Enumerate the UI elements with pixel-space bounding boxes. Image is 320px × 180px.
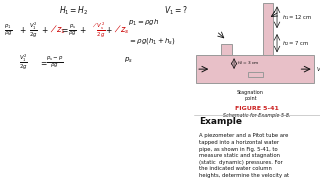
Text: $H_1 = H_2$: $H_1 = H_2$	[59, 5, 88, 17]
Text: Schematic for Example 5-8.: Schematic for Example 5-8.	[223, 113, 291, 118]
Text: $=$: $=$	[39, 58, 48, 67]
Text: $\frac{V_1^2}{2g}$: $\frac{V_1^2}{2g}$	[19, 52, 28, 72]
Text: Example: Example	[199, 117, 242, 126]
Text: $+$: $+$	[41, 25, 48, 35]
Bar	[248, 72, 263, 77]
Text: $\frac{p_s - p}{\rho g}$: $\frac{p_s - p}{\rho g}$	[46, 55, 64, 70]
Text: $p_1 = \rho g h$: $p_1 = \rho g h$	[128, 18, 159, 28]
Text: $h_1=12$ cm: $h_1=12$ cm	[282, 13, 312, 22]
Text: A piezometer and a Pitot tube are
tapped into a horizontal water
pipe, as shown : A piezometer and a Pitot tube are tapped…	[199, 133, 289, 180]
Text: $\frac{p_s}{\rho g}$: $\frac{p_s}{\rho g}$	[68, 22, 76, 38]
Text: $\frac{\not{V}_s^2}{2g}$: $\frac{\not{V}_s^2}{2g}$	[93, 20, 106, 40]
Text: $V_1$: $V_1$	[316, 65, 320, 74]
Text: $p_s$: $p_s$	[124, 55, 133, 64]
Text: $\not{z}_1$: $\not{z}_1$	[50, 24, 66, 36]
Text: $+$: $+$	[79, 25, 87, 35]
Text: $+$: $+$	[19, 25, 27, 35]
Bar	[263, 3, 273, 55]
Text: Stagnation
point: Stagnation point	[237, 90, 264, 101]
Text: FIGURE 5-41: FIGURE 5-41	[235, 106, 279, 111]
Text: $=$: $=$	[60, 25, 69, 34]
Text: $h_2=7$ cm: $h_2=7$ cm	[282, 39, 309, 48]
Text: $h_3=3$ cm: $h_3=3$ cm	[236, 60, 259, 67]
Text: $\frac{p_1}{\rho g}$: $\frac{p_1}{\rho g}$	[4, 22, 13, 38]
Text: $V_1 = ?$: $V_1 = ?$	[164, 5, 188, 17]
Text: $= \rho g(h_1 + h_s)$: $= \rho g(h_1 + h_s)$	[128, 37, 176, 46]
Bar	[221, 44, 232, 55]
Text: $+$: $+$	[105, 25, 112, 35]
Bar	[196, 55, 314, 83]
Text: $\not{z}_s$: $\not{z}_s$	[114, 24, 130, 36]
Text: $\frac{V_1^2}{2g}$: $\frac{V_1^2}{2g}$	[29, 20, 38, 40]
